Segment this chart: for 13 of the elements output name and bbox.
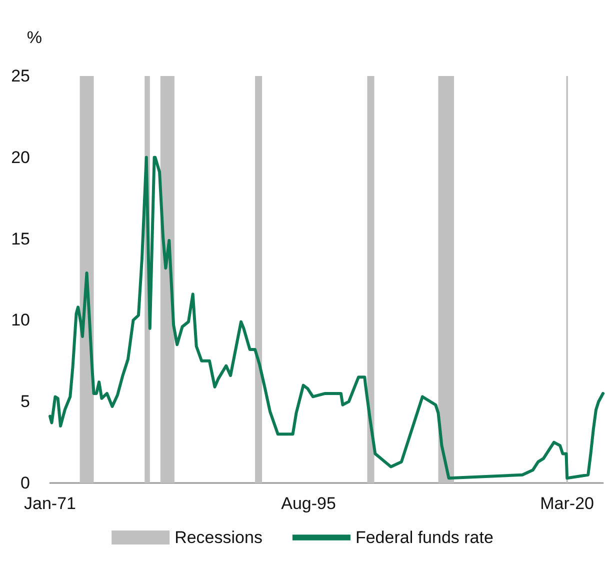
y-tick-label: 25 (11, 66, 30, 86)
y-tick-label: 10 (11, 310, 30, 330)
x-tick-label: Aug-95 (281, 494, 336, 513)
y-axis-title: % (26, 28, 42, 47)
y-tick-label: 5 (20, 392, 30, 412)
legend-label: Federal funds rate (355, 528, 494, 547)
legend-label: Recessions (174, 528, 262, 547)
y-tick-label: 20 (11, 148, 30, 167)
line-series (48, 156, 604, 480)
y-tick-label: 0 (20, 474, 30, 492)
x-tick-label: Mar-20 (540, 494, 594, 513)
x-tick-label: Jan-71 (24, 494, 76, 513)
y-tick-label: 15 (11, 229, 30, 248)
